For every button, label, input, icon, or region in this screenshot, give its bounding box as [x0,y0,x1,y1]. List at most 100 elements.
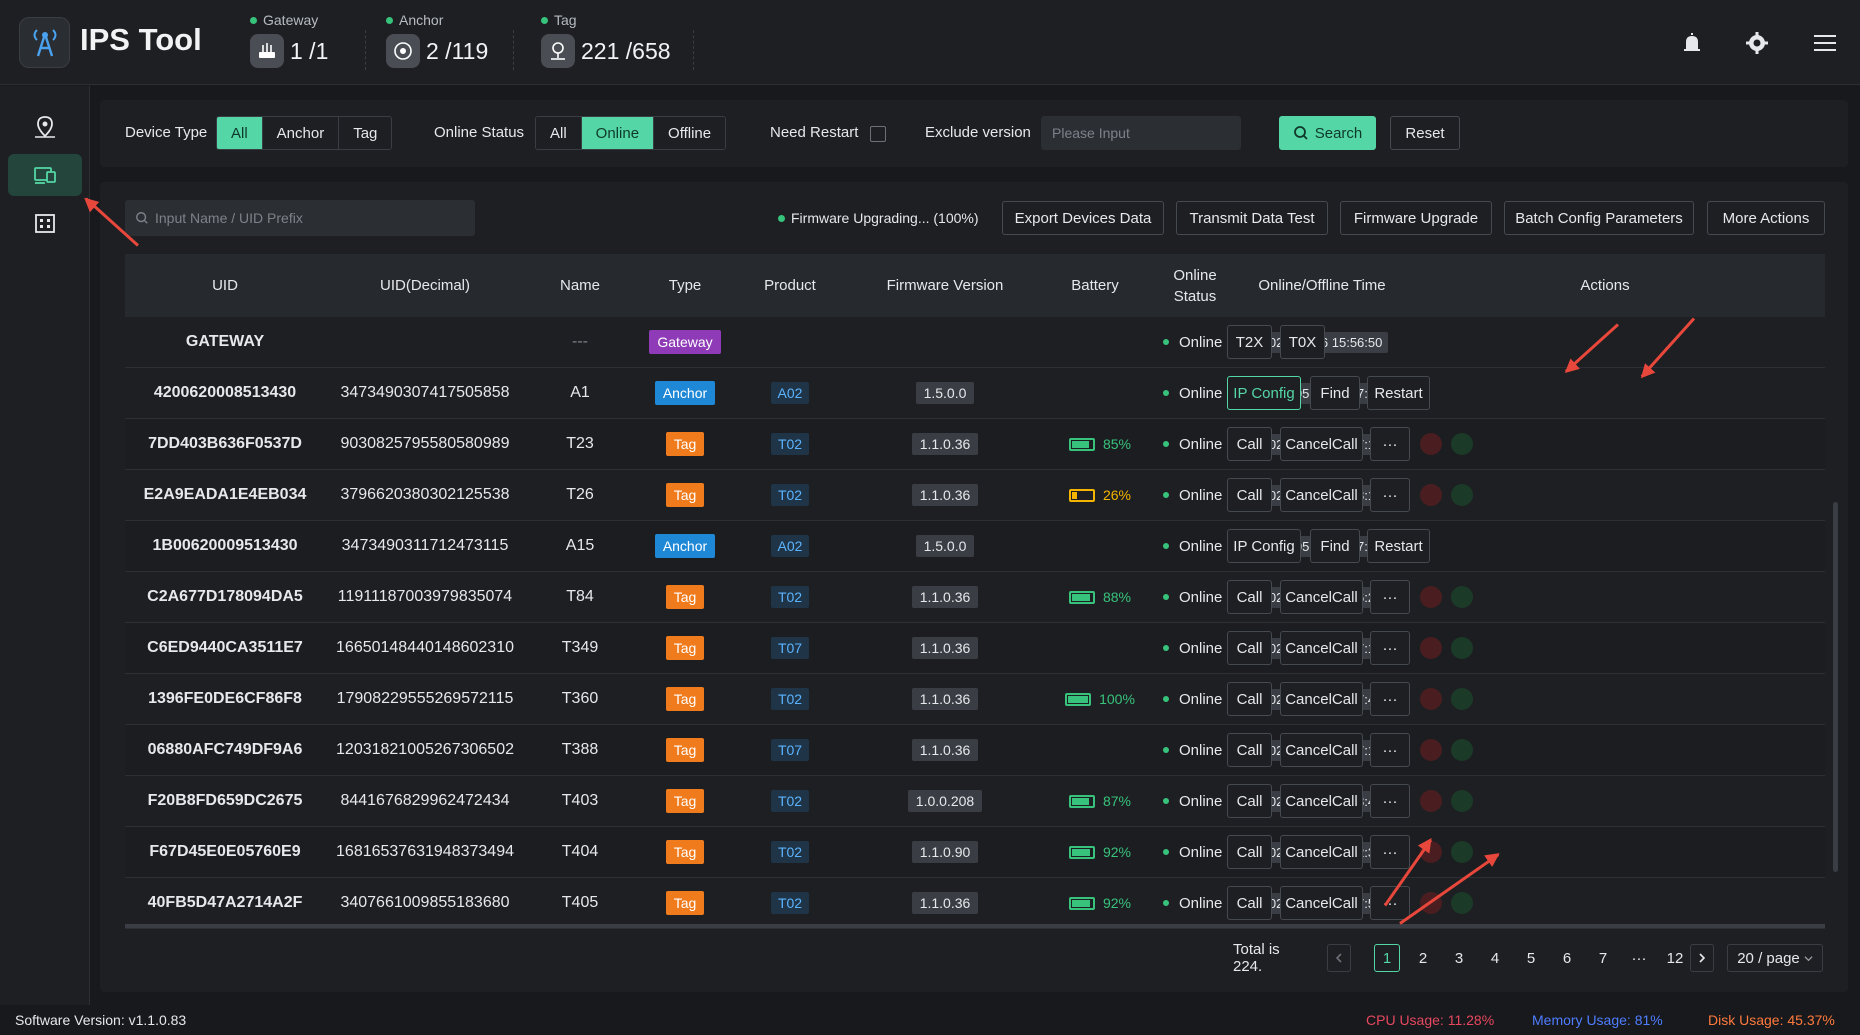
page-5[interactable]: 5 [1526,949,1536,967]
table-row[interactable]: C6ED9440CA3511E7 16650148440148602310 T349… [125,623,1825,674]
cancel-call-button[interactable]: CancelCall [1280,886,1363,920]
device-type-option-anchor[interactable]: Anchor [262,117,340,149]
red-led-indicator[interactable] [1420,484,1442,506]
next-page-button[interactable] [1690,944,1714,972]
call-button[interactable]: Call [1227,733,1272,767]
online-status-option-offline[interactable]: Offline [654,117,726,149]
page-7[interactable]: 7 [1598,949,1608,967]
table-row[interactable]: E2A9EADA1E4EB034 3796620380302125538 T26 Ta… [125,470,1825,521]
more-options-button[interactable]: ··· [1370,580,1410,614]
red-led-indicator[interactable] [1420,433,1442,455]
green-led-indicator[interactable] [1451,790,1473,812]
more-actions-button[interactable]: More Actions [1707,201,1825,235]
red-led-indicator[interactable] [1420,739,1442,761]
table-row[interactable]: GATEWAY---GatewayOnline2026-05-26 15:56:… [125,317,1825,368]
page-1[interactable]: 1 [1374,944,1400,972]
table-row[interactable]: 1396FE0DE6CF86F8 17908229555269572115 T360… [125,674,1825,725]
call-button[interactable]: Call [1227,784,1272,818]
table-row[interactable]: 7DD403B636F0537D 9030825795580580989 T23 Ta… [125,419,1825,470]
vertical-scrollbar[interactable] [1833,502,1838,872]
call-button[interactable]: Call [1227,682,1272,716]
uid-search-box[interactable] [125,200,475,236]
green-led-indicator[interactable] [1451,433,1473,455]
more-options-button[interactable]: ··· [1370,682,1410,716]
device-type-option-all[interactable]: All [217,117,263,149]
cancel-call-button[interactable]: CancelCall [1280,580,1363,614]
table-row[interactable]: 1B00620009513430 3473490311712473115 A15 An… [125,521,1825,572]
green-led-indicator[interactable] [1451,688,1473,710]
green-led-indicator[interactable] [1451,586,1473,608]
green-led-indicator[interactable] [1451,739,1473,761]
page-2[interactable]: 2 [1418,949,1428,967]
more-options-button[interactable]: ··· [1370,478,1410,512]
online-status-option-all[interactable]: All [536,117,582,149]
page-3[interactable]: 3 [1454,949,1464,967]
call-button[interactable]: Call [1227,427,1272,461]
t0x-button[interactable]: T0X [1280,325,1325,359]
page-4[interactable]: 4 [1490,949,1500,967]
find-button[interactable]: Find [1310,376,1360,410]
cancel-call-button[interactable]: CancelCall [1280,784,1363,818]
call-button[interactable]: Call [1227,580,1272,614]
uid-search-input[interactable] [155,210,455,226]
green-led-indicator[interactable] [1451,892,1473,914]
green-led-indicator[interactable] [1451,637,1473,659]
device-type-option-tag[interactable]: Tag [339,117,392,149]
cancel-call-button[interactable]: CancelCall [1280,733,1363,767]
page-size-select[interactable]: 20 / page [1727,944,1823,972]
call-button[interactable]: Call [1227,478,1272,512]
ip-config-button[interactable]: IP Config [1227,529,1301,563]
restart-button[interactable]: Restart [1367,529,1430,563]
sidebar-item-map[interactable] [8,106,82,148]
table-row[interactable]: F67D45E0E05760E9 16816537631948373494 T404… [125,827,1825,878]
cancel-call-button[interactable]: CancelCall [1280,478,1363,512]
need-restart-checkbox[interactable] [870,126,886,142]
page-ellipsis[interactable]: ··· [1631,949,1647,967]
exclude-version-input[interactable] [1041,116,1241,150]
call-button[interactable]: Call [1227,835,1272,869]
table-row[interactable]: 06880AFC749DF9A6 12031821005267306502 T388… [125,725,1825,776]
gear-icon[interactable] [1742,28,1772,58]
more-options-button[interactable]: ··· [1370,784,1410,818]
page-6[interactable]: 6 [1562,949,1572,967]
sidebar-item-buildings[interactable] [8,202,82,244]
cancel-call-button[interactable]: CancelCall [1280,682,1363,716]
find-button[interactable]: Find [1310,529,1360,563]
online-status-option-online[interactable]: Online [581,117,655,149]
more-options-button[interactable]: ··· [1370,886,1410,920]
prev-page-button[interactable] [1327,944,1351,972]
reset-button[interactable]: Reset [1390,116,1460,150]
alarm-icon[interactable] [1677,28,1707,58]
table-row[interactable]: 4200620008513430 3473490307417505858 A1 Anc… [125,368,1825,419]
red-led-indicator[interactable] [1420,637,1442,659]
export-devices-button[interactable]: Export Devices Data [1002,201,1164,235]
red-led-indicator[interactable] [1420,790,1442,812]
t2x-button[interactable]: T2X [1227,325,1272,359]
red-led-indicator[interactable] [1420,586,1442,608]
more-options-button[interactable]: ··· [1370,733,1410,767]
batch-config-button[interactable]: Batch Config Parameters [1504,201,1694,235]
ip-config-button[interactable]: IP Config [1227,376,1301,410]
cancel-call-button[interactable]: CancelCall [1280,427,1363,461]
table-row[interactable]: 40FB5D47A2714A2F 3407661009855183680 T405 T… [125,878,1825,929]
green-led-indicator[interactable] [1451,484,1473,506]
cancel-call-button[interactable]: CancelCall [1280,835,1363,869]
search-button[interactable]: Search [1279,116,1376,150]
more-options-button[interactable]: ··· [1370,631,1410,665]
restart-button[interactable]: Restart [1367,376,1430,410]
green-led-indicator[interactable] [1451,841,1473,863]
more-options-button[interactable]: ··· [1370,427,1410,461]
sidebar-item-devices[interactable] [8,154,82,196]
transmit-data-test-button[interactable]: Transmit Data Test [1176,201,1328,235]
menu-icon[interactable] [1810,28,1840,58]
more-options-button[interactable]: ··· [1370,835,1410,869]
table-row[interactable]: F20B8FD659DC2675 8441676829962472434 T403 T… [125,776,1825,827]
page-12[interactable]: 12 [1666,949,1684,967]
cancel-call-button[interactable]: CancelCall [1280,631,1363,665]
horizontal-scrollbar[interactable] [125,924,1825,928]
call-button[interactable]: Call [1227,631,1272,665]
firmware-upgrade-button[interactable]: Firmware Upgrade [1340,201,1492,235]
red-led-indicator[interactable] [1420,688,1442,710]
table-row[interactable]: C2A677D178094DA5 11911187003979835074 T84 T… [125,572,1825,623]
call-button[interactable]: Call [1227,886,1272,920]
